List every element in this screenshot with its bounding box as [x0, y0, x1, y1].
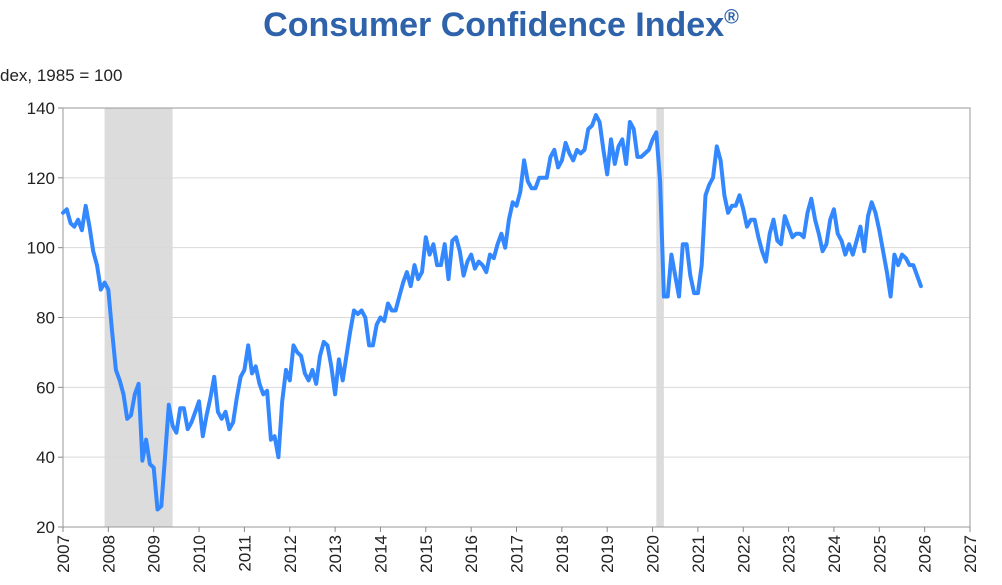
- y-tick-label: 100: [27, 239, 55, 258]
- x-tick-label: 2009: [145, 535, 164, 573]
- x-tick-label: 2012: [281, 535, 300, 573]
- x-tick-label: 2016: [462, 535, 481, 573]
- x-tick-label: 2017: [508, 535, 527, 573]
- x-tick-label: 2013: [326, 535, 345, 573]
- x-tick-label: 2008: [99, 535, 118, 573]
- registered-mark: ®: [724, 6, 739, 29]
- y-tick-label: 80: [36, 309, 55, 328]
- x-tick-label: 2024: [825, 535, 844, 573]
- x-tick-label: 2025: [870, 535, 889, 573]
- x-tick-label: 2014: [371, 535, 390, 573]
- y-tick-label: 40: [36, 448, 55, 467]
- chart-title: Consumer Confidence Index®: [0, 6, 1002, 45]
- series-line: [61, 113, 923, 512]
- x-tick-label: 2021: [689, 535, 708, 573]
- y-axis-label: dex, 1985 = 100: [0, 66, 123, 85]
- x-tick-label: 2022: [734, 535, 753, 573]
- x-tick-label: 2010: [190, 535, 209, 573]
- y-tick-label: 140: [27, 99, 55, 118]
- x-tick-label: 2026: [916, 535, 935, 573]
- x-tick-label: 2023: [780, 535, 799, 573]
- x-tick-label: 2020: [644, 535, 663, 573]
- x-tick-label: 2015: [417, 535, 436, 573]
- y-tick-label: 20: [36, 518, 55, 537]
- y-tick-label: 60: [36, 378, 55, 397]
- x-tick-label: 2019: [598, 535, 617, 573]
- chart-title-text: Consumer Confidence Index: [263, 6, 725, 44]
- x-tick-label: 2018: [553, 535, 572, 573]
- y-tick-label: 120: [27, 169, 55, 188]
- x-tick-label: 2007: [54, 535, 73, 573]
- x-tick-label: 2027: [961, 535, 980, 573]
- x-tick-label: 2011: [235, 535, 254, 572]
